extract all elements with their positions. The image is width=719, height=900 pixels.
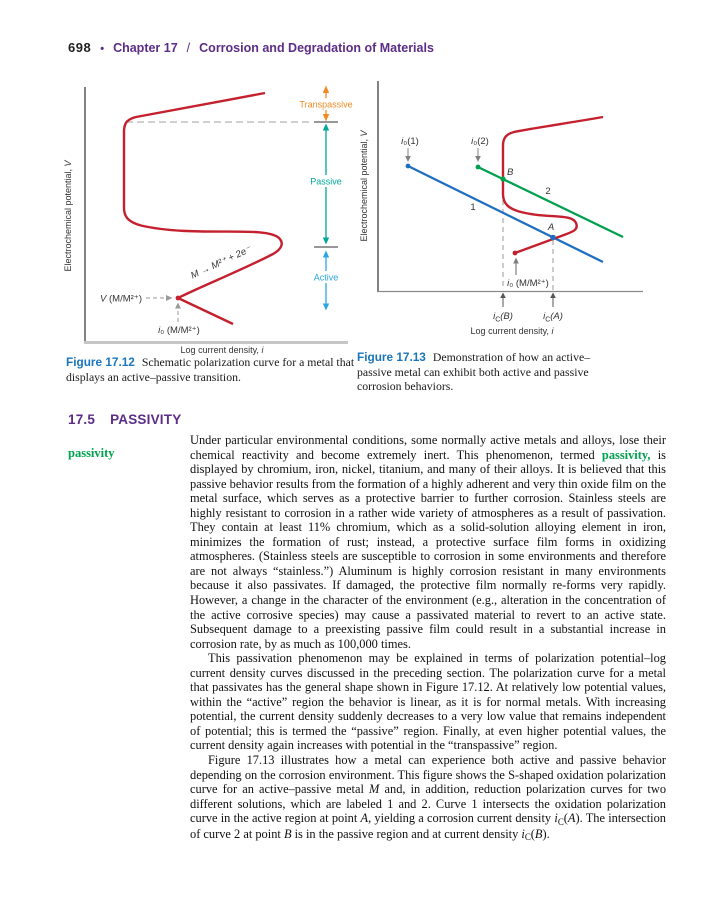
fig12-vertex-point <box>175 295 181 301</box>
fig13-i0-1-point <box>405 163 411 169</box>
header-bullet: • <box>100 43 105 55</box>
fig13-point-b-label: B <box>507 167 514 178</box>
fig13-i0-m-label: i₀ (M/M²⁺) <box>507 278 549 289</box>
fig12-x-axis-label: Log current density, i <box>181 345 265 355</box>
section-heading: 17.5 PASSIVITY <box>68 412 181 427</box>
fig12-passive-label-bg <box>305 175 347 187</box>
fig13-oxidation-curve <box>501 115 604 255</box>
fig13-y-axis-label: Electrochemical potential, V <box>360 129 369 241</box>
page-number: 698 <box>68 40 92 55</box>
fig12-passive-arrowhead-up <box>322 123 330 131</box>
section-number: 17.5 <box>68 412 96 427</box>
page-header: 698 • Chapter 17 / Corrosion and Degrada… <box>68 40 434 55</box>
fig12-polarization-curve <box>122 91 283 326</box>
fig12-v-label: V (M/M²⁺) <box>100 294 142 305</box>
figure-17-12-caption-label: Figure 17.12 <box>66 355 135 369</box>
body-paragraph: Figure 17.13 illustrates how a metal can… <box>190 753 667 843</box>
fig12-active-label: Active <box>314 273 339 283</box>
fig13-i0-2-label: i₀(2) <box>471 136 489 147</box>
figure-17-12-caption: Figure 17.12 Schematic polarization curve… <box>66 355 366 384</box>
fig13-icb-label: iC(B) <box>493 311 513 324</box>
figure-17-12: Transpassive Passive Active M → M²⁺ + 2e… <box>63 85 358 355</box>
fig12-i0-label: i₀ (M/M²⁺) <box>158 325 200 336</box>
fig13-i0-2-point <box>475 164 481 170</box>
fig13-i0-1-arrowhead <box>405 156 411 162</box>
fig13-curve-2-label: 2 <box>545 186 550 197</box>
fig13-ica-label: iC(A) <box>543 311 563 324</box>
figure-17-12-caption-text: Schematic polarization curve for a metal… <box>66 355 355 384</box>
figure-17-13: i₀(1) i₀(2) 1 2 B A i₀ (M/M²⁺) iC(B) iC(… <box>360 81 643 336</box>
fig12-transpassive-arrowhead-down <box>322 114 330 122</box>
fig13-point-b <box>500 176 506 182</box>
fig12-transpassive-arrowhead-up <box>322 85 330 93</box>
fig13-icb-arrowhead <box>500 292 506 298</box>
margin-key-term: passivity <box>68 446 115 460</box>
fig12-passive-label: Passive <box>310 177 342 187</box>
body-text: Under particular environmental condition… <box>190 433 666 842</box>
fig13-i0-m-point <box>512 250 518 256</box>
figure-17-13-caption: Figure 17.13 Demonstration of how an acti… <box>357 350 619 394</box>
figure-17-13-caption-label: Figure 17.13 <box>357 350 426 364</box>
section-title: PASSIVITY <box>110 412 182 427</box>
fig13-curve-1-label: 1 <box>470 202 475 213</box>
body-paragraph: This passivation phenomenon may be expla… <box>190 651 666 753</box>
fig13-reduction-curve-1 <box>407 164 604 264</box>
fig13-i0-2-arrowhead <box>475 156 481 162</box>
fig12-passive-arrowhead-down <box>322 237 330 245</box>
body-paragraph: Under particular environmental condition… <box>190 433 666 651</box>
fig12-active-arrowhead-down <box>322 303 330 311</box>
figure-17-13-caption-text: Demonstration of how an active–passive m… <box>357 350 591 394</box>
fig13-i0-m-arrowhead <box>513 257 519 264</box>
header-chapter: Chapter 17 <box>113 41 178 55</box>
fig13-point-a <box>550 234 556 241</box>
fig12-reaction-label: M → M²⁺ + 2e⁻ <box>189 244 254 282</box>
fig13-x-axis-label: Log current density, i <box>471 326 555 336</box>
fig12-i0-arrowhead <box>175 302 181 309</box>
fig12-transpassive-label-bg <box>294 98 358 110</box>
fig12-active-label-bg <box>307 271 345 283</box>
fig13-point-a-label: A <box>547 222 554 233</box>
header-chapter-title: Corrosion and Degradation of Materials <box>199 41 434 55</box>
fig12-y-axis-label: Electrochemical potential, V <box>63 159 73 271</box>
header-slash: / <box>186 41 191 55</box>
fig12-active-arrowhead-up <box>322 250 330 258</box>
fig12-v-arrowhead <box>166 295 173 301</box>
fig13-i0-1-label: i₀(1) <box>401 136 419 147</box>
fig12-transpassive-label: Transpassive <box>299 100 352 110</box>
fig13-ica-arrowhead <box>550 292 556 298</box>
